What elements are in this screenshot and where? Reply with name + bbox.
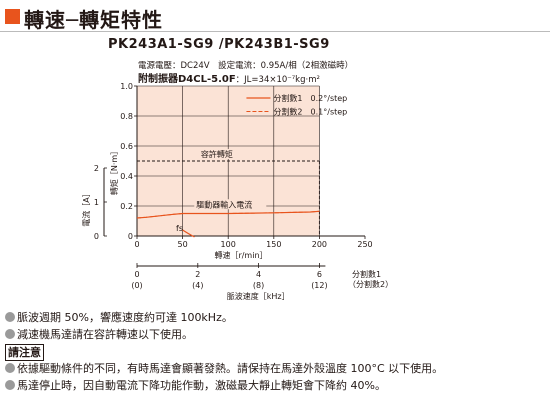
title-accent-square [5, 9, 20, 24]
pulse-tick-label: 6 [317, 270, 322, 279]
inertia-text: ：JL=34×10⁻⁷kg·m² [235, 75, 320, 85]
permissible-torque-label-bg [198, 149, 251, 159]
x-tick-label: 150 [266, 240, 281, 249]
x-tick-label: 200 [312, 240, 327, 249]
series-line-2 [136, 210, 320, 219]
x-tick-label: 50 [178, 240, 188, 249]
y-tick-label: 0.6 [120, 142, 133, 151]
speed-torque-chart: 00.20.40.60.81.00 50 100 150 200 250轉速［r/min］… [81, 82, 393, 301]
damper-name: 附制振器D4CL-5.0F [138, 74, 236, 85]
pulse-tick-label-div2: (12) [311, 281, 327, 290]
pulse-legend-div2: （分割數2） [348, 279, 393, 289]
y-axis-title-current: 電流［A］ [81, 189, 91, 226]
permissible-torque-label: 容許轉矩 [201, 149, 233, 159]
y-axis-title-torque: 轉矩［N·m］ [109, 147, 119, 195]
y-tick-label: 0.8 [120, 112, 133, 121]
y-tick-label: 1.0 [120, 82, 133, 91]
legend-label-2: 分割數2 0.1°/step [273, 107, 347, 117]
note-2: 減速機馬達請在容許轉速以下使用。 [5, 327, 193, 343]
page-title: 轉速─轉矩特性 [24, 8, 164, 32]
legend-label-1: 分割數1 0.2°/step [273, 93, 347, 103]
current-tick-label: 2 [94, 164, 99, 173]
pulse-tick-label-div2: (4) [192, 281, 203, 290]
note-3-text: 依據驅動條件的不同，有時馬達會顯著發熱。請保持在馬達外殼溫度 100°C 以下使… [17, 362, 444, 375]
pulse-tick-label-div2: (0) [131, 281, 142, 290]
y-tick-label: 0 [128, 232, 133, 241]
bullet-icon [5, 329, 15, 339]
x-tick-label: 0 [134, 240, 139, 249]
note-2-text: 減速機馬達請在容許轉速以下使用。 [17, 328, 193, 341]
note-3: 依據驅動條件的不同，有時馬達會顯著發熱。請保持在馬達外殼溫度 100°C 以下使… [5, 361, 443, 377]
x-tick-label: 250 [357, 240, 372, 249]
y-tick-label: 0.2 [120, 202, 133, 211]
pulse-tick-label-div2: (8) [253, 281, 264, 290]
fs-label: fs [176, 224, 183, 233]
bullet-icon [5, 312, 15, 322]
bullet-icon [5, 380, 15, 390]
pulse-legend-div1: 分割數1 [352, 269, 381, 279]
y-tick-label: 0.4 [120, 172, 133, 181]
pulse-axis-title: 脈波速度［kHz］ [227, 291, 290, 301]
current-tick-label: 1 [94, 198, 99, 207]
note-4-text: 馬達停止時，因自動電流下降功能作動，激磁最大靜止轉矩會下降約 40%。 [17, 379, 386, 392]
title-bar: 轉速─轉矩特性 [0, 0, 550, 32]
spec-line-2: 附制振器D4CL-5.0F：JL=34×10⁻⁷kg·m² [138, 70, 320, 85]
note-4: 馬達停止時，因自動電流下降功能作動，激磁最大靜止轉矩會下降約 40%。 [5, 378, 386, 394]
note-1-text: 脈波週期 50%，響應速度約可達 100kHz。 [17, 311, 233, 324]
fs-curve [182, 229, 195, 238]
x-tick-label: 100 [221, 240, 236, 249]
pulse-tick-label: 4 [256, 270, 261, 279]
pulse-tick-label: 0 [134, 270, 139, 279]
drive-current-label-bg [194, 199, 267, 210]
x-axis-title: 轉速［r/min］ [214, 250, 267, 260]
current-tick-label: 0 [94, 232, 99, 241]
title-divider [0, 31, 550, 32]
spec-line-1: 電源電壓：DC24V 設定電流：0.95A/相（2相激磁時） [138, 61, 354, 71]
model-name: PK243A1-SG9 /PK243B1-SG9 [108, 37, 330, 52]
note-1: 脈波週期 50%，響應速度約可達 100kHz。 [5, 310, 233, 326]
caution-label: 請注意 [5, 344, 44, 361]
drive-current-label: 驅動器輸入電流 [196, 199, 252, 209]
bullet-icon [5, 363, 15, 373]
pulse-tick-label: 2 [195, 270, 200, 279]
